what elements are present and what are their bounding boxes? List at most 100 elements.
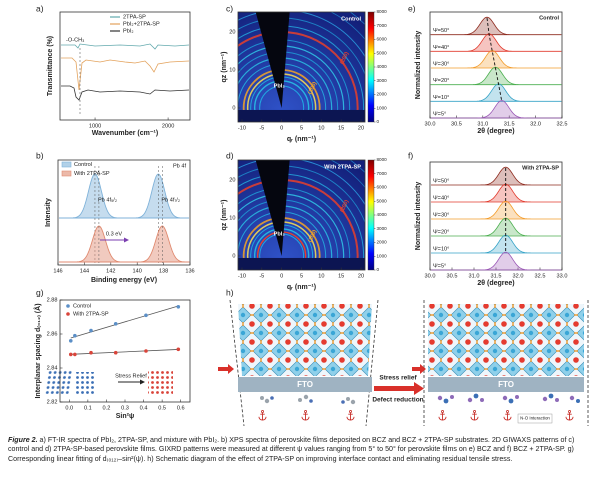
xrd-peak [430,33,562,52]
series-label: Ψ=5° [433,263,446,269]
series-label: Ψ=40° [433,45,449,51]
ring-label: PbI₂ [274,231,286,237]
x-tick-label: 0.6 [177,405,185,411]
xps-spectrum [59,225,190,263]
inset-lattice [44,370,72,394]
y-tick-label: 20 [229,178,235,184]
peak-trend-line [486,17,503,102]
ftir-spectrum [61,57,190,91]
shift-label: 0.3 eV [106,231,122,237]
data-point [68,339,73,343]
series-label: Ψ=50° [433,178,449,184]
colorbar-tick-label: 5000 [377,198,388,203]
panel-label: h) [226,287,234,297]
x-axis-label: qᵣ (nm⁻¹) [287,136,316,143]
x-tick-label: 33.0 [557,273,568,279]
x-axis-label: Wavenumber (cm⁻¹) [92,130,158,137]
x-tick-label: 0.0 [65,405,73,411]
sample-label: With 2TPA-SP [324,164,361,170]
x-tick-label: -5 [259,273,264,279]
horizon-band [238,257,365,270]
data-point [89,350,93,355]
x-tick-label: 0.2 [103,405,111,411]
peak-label: Pb 4f₅/₂ [98,197,117,203]
x-tick-label: 30.5 [451,121,462,127]
y-axis-label: qz (nm⁻¹) [221,200,228,231]
fit-line [70,305,179,339]
x-tick-label: 1000 [89,123,101,129]
y-axis-label: Interplanar spacing d₍₀₁₂₎ (Å) [33,303,42,398]
ring-label: (200) [339,51,350,65]
fto-layer [238,377,372,392]
x-tick-label: -10 [238,125,246,131]
x-tick-label: 30.5 [447,273,458,279]
data-point [73,352,77,357]
x-tick-label: 32.0 [530,121,541,127]
colorbar-tick-label: 6000 [377,185,388,190]
colorbar-tick-label: 8000 [377,157,388,162]
x-tick-label: 0.1 [84,405,92,411]
colorbar-tick-label: 0 [377,119,380,124]
y-axis-label: Intensity [45,198,52,227]
xrd-peak [431,200,561,220]
legend-label: PbI₂ [123,28,134,34]
xrd-peak [431,166,561,186]
ring-label: (100) [307,81,318,95]
sample-label: Control [341,16,361,22]
legend-label: With 2TPA-SP [74,171,110,177]
x-axis-label: Sin²ψ [116,413,135,420]
x-tick-label: 144 [80,268,89,274]
plot-frame [59,11,191,121]
sample-label: With 2TPA-SP [522,165,559,171]
colorbar-tick-label: 6000 [377,37,388,42]
y-axis-label: qz (nm⁻¹) [221,52,228,83]
colorbar-tick-label: 4000 [377,64,388,69]
panel-label: a) [36,3,44,13]
anchor-icon [565,410,574,421]
x-tick-label: 31.5 [504,121,515,127]
anchor-icon [346,410,355,421]
x-tick-label: 136 [185,268,194,274]
x-axis-label: 2θ (degree) [477,280,514,287]
y-tick-label: 10 [229,68,235,74]
fit-line [70,349,179,355]
ftir-spectrum [61,43,190,50]
y-axis-label: Normalized intensity [415,182,422,251]
x-tick-label: 10 [318,273,324,279]
y-tick-label: 2.88 [47,297,58,303]
colorbar-tick-label: 4000 [377,212,388,217]
shift-arrow-head [124,237,129,243]
colorbar-tick-label: 1000 [377,105,388,110]
series-label: Ψ=10° [433,95,449,101]
side-arrow [218,364,234,374]
y-tick-label: 2.86 [47,331,58,337]
series-label: Ψ=20° [433,229,449,235]
giwaxs-image [238,160,365,270]
inset-label: Stress Relief [115,373,147,379]
caption: Figure 2. a) FT-IR spectra of PbI₂, 2TPA… [8,436,592,464]
perovskite-lattice [238,304,372,376]
x-tick-label: 5 [300,273,303,279]
legend-label: 2TPA-SP [123,14,146,20]
plot-frame [57,159,191,266]
legend-label: PbI₂+2TPA-SP [123,21,160,27]
panel-label: g) [36,287,44,297]
colorbar-tick-label: 7000 [377,171,388,176]
colorbar-tick-label: 7000 [377,23,388,28]
caption-text: a) FT-IR spectra of PbI₂, 2TPA-SP, and m… [8,436,575,463]
anchor-icon [258,410,267,421]
x-tick-label: 0 [280,273,283,279]
panel-label: c) [226,3,233,13]
series-label: Ψ=30° [433,61,449,67]
x-axis-label: qᵣ (nm⁻¹) [287,284,316,291]
data-point [176,347,181,352]
y-axis-label: Normalized intensity [415,31,422,100]
x-tick-label: 140 [133,268,142,274]
substrate-label: FTO [297,380,313,389]
series-label: Ψ=50° [433,28,449,34]
data-point [73,333,77,338]
x-tick-label: 15 [338,125,344,131]
arrow-label: Defect reduction [372,397,423,404]
x-tick-label: 138 [159,268,168,274]
ring-label: (200) [339,199,350,213]
